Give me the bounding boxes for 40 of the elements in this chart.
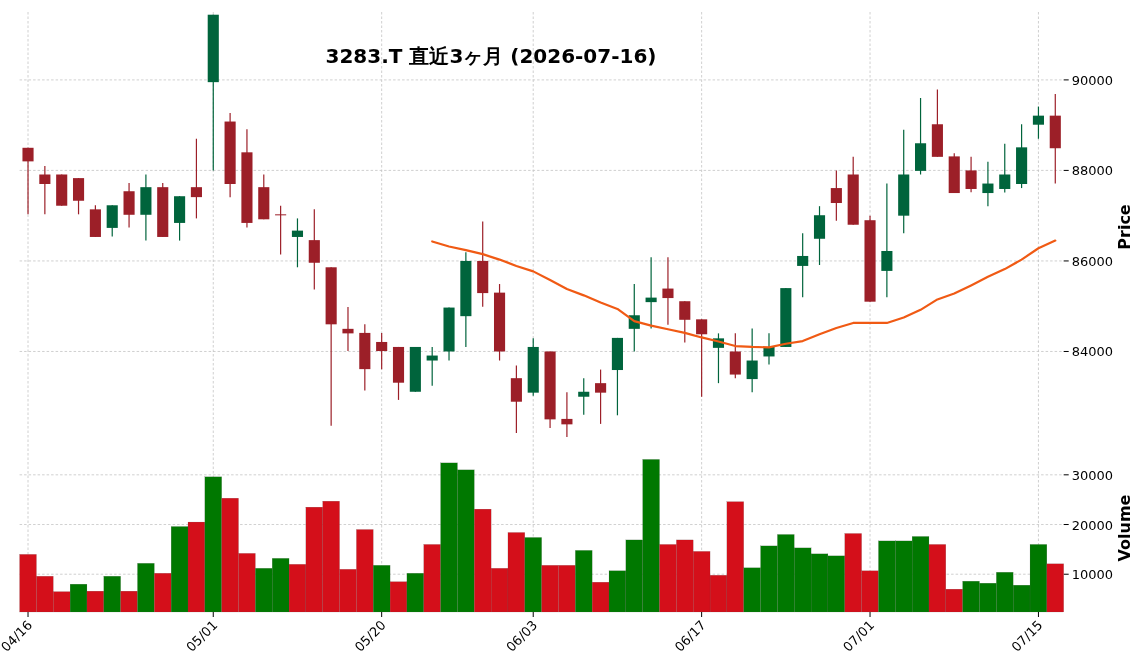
candlestick [763, 332, 775, 366]
y-tick-label: 84000 [1071, 344, 1114, 360]
candlestick [72, 177, 85, 215]
y-tick-label: 10000 [1071, 567, 1114, 583]
y-axis-title: Volume [1115, 494, 1134, 562]
candlestick [510, 364, 522, 434]
candlestick [999, 143, 1011, 194]
candlestick [696, 318, 708, 398]
candlestick [965, 156, 977, 193]
candlestick [190, 138, 202, 219]
candlestick [291, 217, 304, 268]
candlestick [982, 161, 994, 207]
candlestick [662, 256, 674, 326]
y-tick-label: 86000 [1071, 253, 1114, 269]
candlestick [275, 205, 287, 256]
candlestick [679, 300, 691, 344]
candlestick [797, 232, 809, 298]
candlestick [561, 391, 573, 438]
candlestick [426, 346, 438, 387]
candlestick [729, 332, 741, 379]
candlestick [746, 327, 758, 393]
candlestick [123, 182, 135, 229]
y-tick-label: 90000 [1071, 72, 1114, 88]
candlestick [39, 165, 51, 215]
candlestick [813, 205, 826, 266]
candlestick [22, 147, 34, 215]
candlestick [578, 377, 590, 416]
candlestick [106, 204, 118, 238]
candlestick [595, 368, 607, 425]
y-axis-title: Price [1115, 204, 1134, 250]
y-tick-label: 20000 [1071, 517, 1114, 533]
candlestick [376, 332, 388, 370]
candlestick [1032, 106, 1044, 140]
candlestick [308, 208, 320, 291]
candlestick [342, 306, 354, 352]
y-tick-label: 88000 [1071, 163, 1114, 179]
candlestick [881, 182, 893, 298]
text: 3283.T 直近3ヶ月 (2026-07-16) [325, 44, 657, 68]
y-tick-label: 30000 [1071, 467, 1114, 483]
candlestick [830, 169, 842, 222]
